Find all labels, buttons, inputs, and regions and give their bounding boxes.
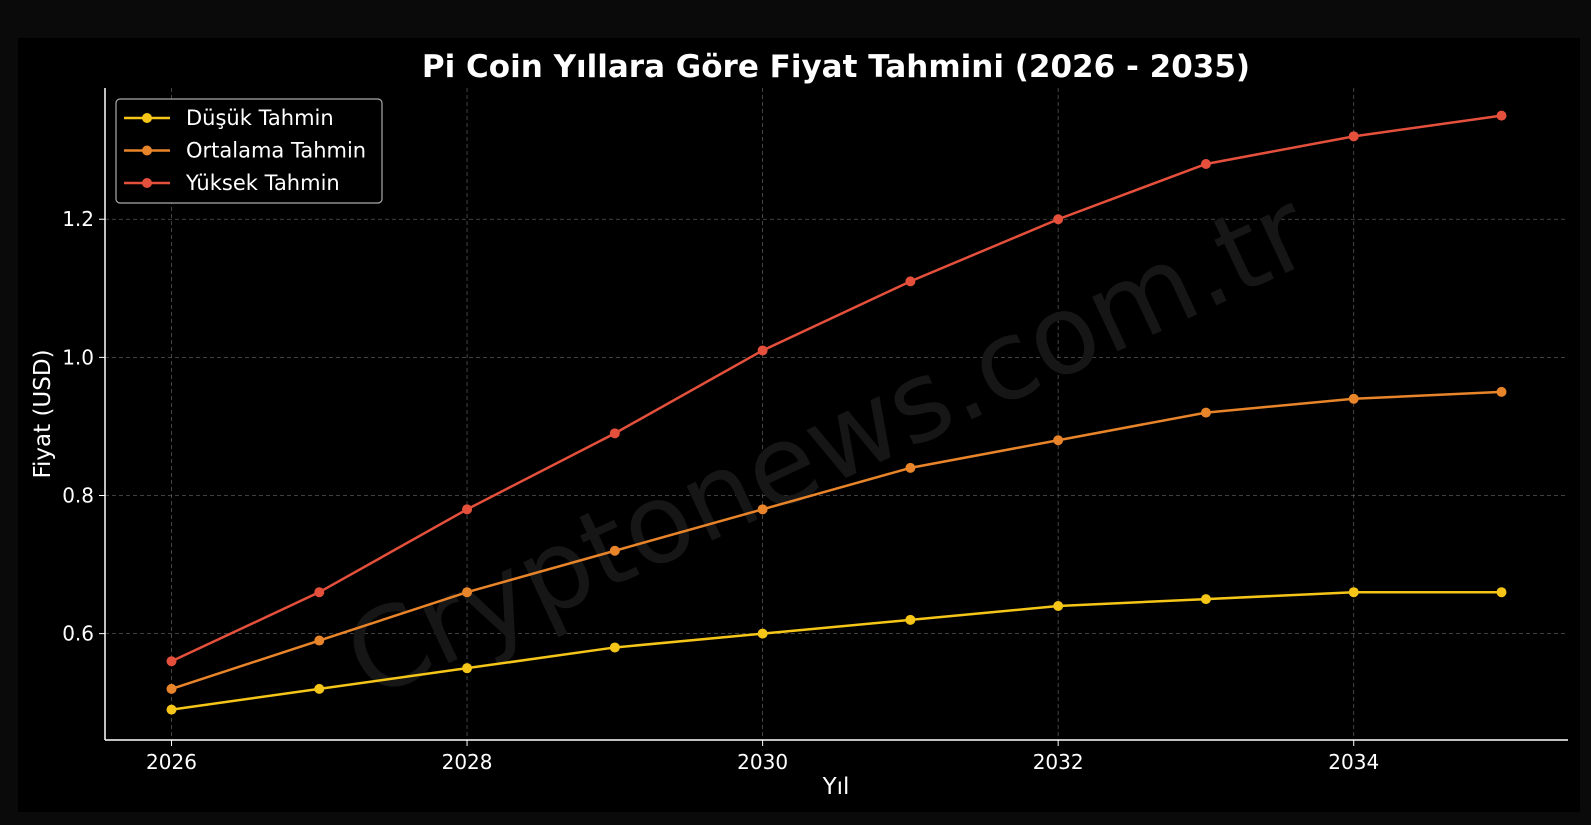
data-point (1496, 110, 1507, 121)
legend-box (115, 98, 383, 204)
data-point (314, 683, 325, 694)
watermark: Cryptonews.com.tr (327, 165, 1329, 723)
legend: Düşük Tahmin Ortalama Tahmin Yüksek Tahmin (115, 98, 383, 204)
series-line (170, 114, 1502, 663)
data-point (462, 587, 473, 598)
data-point (905, 276, 916, 287)
x-tick-label: 2032 (1033, 750, 1084, 774)
y-tick-label: 0.8 (62, 484, 94, 508)
data-point (609, 642, 620, 653)
y-tick-label: 0.6 (62, 622, 94, 646)
series-0 (166, 587, 1507, 715)
data-point (314, 587, 325, 598)
legend-marker (142, 113, 152, 123)
x-tick-label: 2030 (737, 750, 788, 774)
series-1 (166, 386, 1507, 694)
series-group (166, 110, 1507, 715)
data-point (1200, 158, 1211, 169)
legend-label: Yüksek Tahmin (185, 171, 340, 195)
x-tick-label: 2026 (146, 750, 197, 774)
y-tick-label: 1.2 (62, 207, 94, 231)
data-point (1348, 131, 1359, 142)
data-point (757, 628, 768, 639)
legend-label: Ortalama Tahmin (186, 139, 366, 163)
y-tick-label: 1.0 (62, 345, 94, 369)
data-point (609, 428, 620, 439)
data-point (166, 656, 177, 667)
data-point (314, 635, 325, 646)
data-point (166, 704, 177, 715)
data-point (1496, 587, 1507, 598)
legend-marker (142, 145, 152, 156)
series-line (171, 590, 1502, 711)
data-point (462, 504, 473, 515)
data-point (609, 545, 620, 556)
data-point (462, 663, 473, 674)
data-point (757, 345, 768, 356)
data-point (905, 614, 916, 625)
data-point (757, 504, 768, 515)
data-point (1200, 407, 1211, 418)
data-point (1200, 594, 1211, 605)
data-point (905, 462, 916, 473)
x-tick-label: 2028 (442, 750, 493, 774)
data-point (1496, 386, 1507, 397)
chart-title: Pi Coin Yıllara Göre Fiyat Tahmini (2026… (422, 49, 1250, 85)
data-point (1348, 587, 1359, 598)
data-point (1348, 393, 1359, 404)
y-axis-label: Fiyat (USD) (30, 349, 56, 478)
x-tick-label: 2034 (1328, 750, 1379, 774)
series-line (171, 390, 1502, 691)
data-point (1053, 601, 1064, 612)
series-2 (166, 110, 1507, 667)
data-point (166, 683, 177, 694)
axes: 2026 2028 2030 2032 2034 0.6 0.8 1.0 1.2 (62, 88, 1568, 774)
legend-label: Düşük Tahmin (186, 106, 334, 130)
legend-marker (142, 178, 152, 188)
x-axis-label: Yıl (822, 774, 850, 800)
data-point (1053, 435, 1064, 446)
data-point (1053, 214, 1064, 225)
